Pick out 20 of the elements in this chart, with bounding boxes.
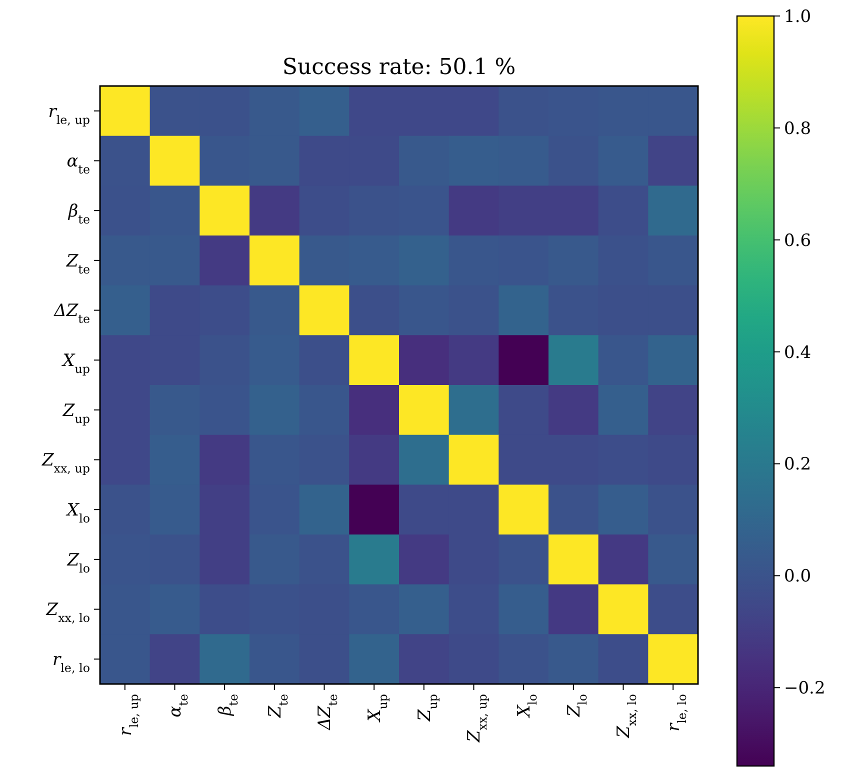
color-bar-label: 0.8 <box>784 118 812 139</box>
color-bar-label: 0.4 <box>784 342 812 363</box>
color-bar-label: 0.2 <box>784 454 812 475</box>
y-tick-label: ΔZ$_{te}$ <box>53 301 90 326</box>
y-tick-label: X$_{up}$ <box>60 351 90 376</box>
y-tick-label: r$_{le, up}$ <box>48 102 90 127</box>
y-tick-label: Z$_{up}$ <box>62 400 90 426</box>
y-tick-label: Z$_{xx, up}$ <box>40 450 90 476</box>
color-bar-label: −0.2 <box>784 678 826 699</box>
y-tick-label: α$_{te}$ <box>66 152 90 177</box>
y-tick-label: β$_{te}$ <box>67 202 90 227</box>
color-bar-label: 0.0 <box>784 566 812 587</box>
y-tick-label: r$_{le, lo}$ <box>52 650 90 676</box>
color-bar-label: 1.0 <box>784 6 812 27</box>
chart-title: Success rate: 50.1 % <box>282 55 516 80</box>
y-tick-label: Z$_{te}$ <box>65 251 90 276</box>
y-tick-label: Z$_{lo}$ <box>66 550 90 576</box>
y-tick-label: X$_{lo}$ <box>64 500 90 526</box>
y-tick-label: Z$_{xx, lo}$ <box>45 600 90 626</box>
color-bar-label: 0.6 <box>784 230 812 251</box>
